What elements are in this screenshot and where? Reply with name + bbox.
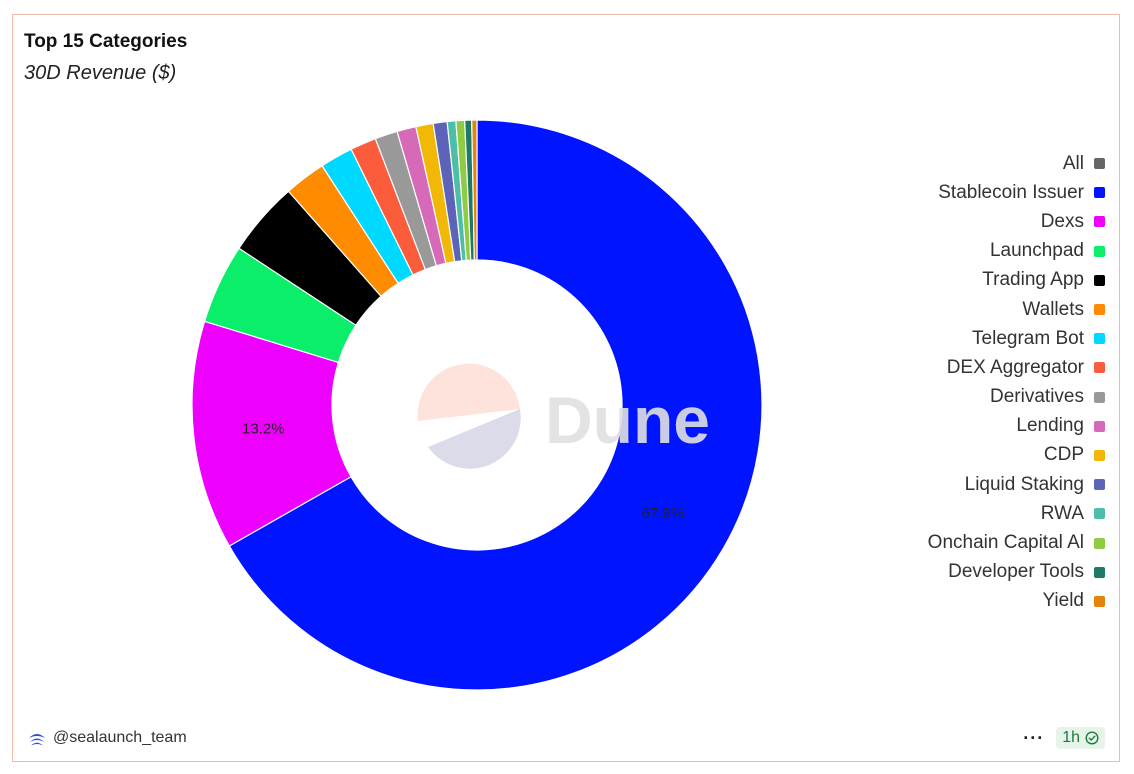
donut-slices bbox=[191, 119, 763, 691]
author-handle: @sealaunch_team bbox=[53, 729, 187, 746]
donut-chart: Dune 67.9% 13.2% bbox=[191, 119, 763, 691]
legend-label: Lending bbox=[1016, 415, 1084, 437]
chart-subtitle: 30D Revenue ($) bbox=[24, 62, 177, 84]
dune-logo-bottom bbox=[428, 409, 521, 469]
legend-item-derivatives[interactable]: Derivatives bbox=[805, 383, 1105, 412]
legend-label: Trading App bbox=[982, 269, 1084, 291]
legend-item-cdp[interactable]: CDP bbox=[805, 441, 1105, 470]
dune-logo-top bbox=[417, 363, 520, 421]
legend-label: Yield bbox=[1042, 590, 1084, 612]
legend-item-rwa[interactable]: RWA bbox=[805, 499, 1105, 528]
legend-swatch bbox=[1094, 479, 1105, 491]
slice-dexs[interactable] bbox=[191, 320, 352, 547]
author-credit[interactable]: @sealaunch_team bbox=[27, 729, 187, 747]
legend-swatch bbox=[1094, 333, 1105, 345]
legend-item-launchpad[interactable]: Launchpad bbox=[805, 237, 1105, 266]
slice-yield[interactable] bbox=[471, 119, 478, 261]
legend-label: Telegram Bot bbox=[972, 327, 1084, 349]
legend-swatch bbox=[1094, 158, 1105, 170]
slice-stablecoin-issuer[interactable] bbox=[228, 119, 763, 691]
legend-swatch bbox=[1094, 216, 1105, 228]
chart-legend: All Stablecoin Issuer Dexs Launchpad Trading… bbox=[805, 149, 1105, 616]
legend-item-developer-tools[interactable]: Developer Tools bbox=[805, 558, 1105, 587]
legend-swatch bbox=[1094, 508, 1105, 520]
refresh-badge[interactable]: 1h bbox=[1056, 727, 1105, 749]
legend-label: Stablecoin Issuer bbox=[938, 181, 1084, 203]
chart-card: Top 15 Categories 30D Revenue ($) Dune 67… bbox=[12, 14, 1120, 762]
legend-swatch bbox=[1094, 537, 1105, 549]
legend-label: Wallets bbox=[1022, 298, 1084, 320]
legend-item-all[interactable]: All bbox=[805, 149, 1105, 178]
legend-swatch bbox=[1094, 274, 1105, 286]
legend-label: Launchpad bbox=[989, 240, 1084, 262]
legend-label: RWA bbox=[1040, 502, 1084, 524]
legend-swatch bbox=[1094, 245, 1105, 257]
chart-title: Top 15 Categories bbox=[24, 31, 188, 52]
legend-label: DEX Aggregator bbox=[946, 356, 1084, 378]
legend-label: Developer Tools bbox=[948, 561, 1084, 583]
footer-actions: ··· 1h bbox=[1023, 727, 1105, 749]
check-circle-icon bbox=[1085, 731, 1099, 745]
legend-item-lending[interactable]: Lending bbox=[805, 412, 1105, 441]
legend-label: Dexs bbox=[1040, 210, 1084, 232]
legend-item-stablecoin-issuer[interactable]: Stablecoin Issuer bbox=[805, 178, 1105, 207]
legend-label: All bbox=[1062, 152, 1084, 174]
legend-swatch bbox=[1094, 391, 1105, 403]
legend-item-liquid-staking[interactable]: Liquid Staking bbox=[805, 470, 1105, 499]
data-label-stablecoin-issuer: 67.9% bbox=[642, 505, 685, 522]
dune-watermark: Dune bbox=[417, 363, 710, 469]
legend-item-onchain-capital-al[interactable]: Onchain Capital Al bbox=[805, 528, 1105, 557]
legend-item-dex-aggregator[interactable]: DEX Aggregator bbox=[805, 353, 1105, 382]
dune-watermark-text: Dune bbox=[545, 383, 710, 457]
legend-item-dexs[interactable]: Dexs bbox=[805, 207, 1105, 236]
legend-item-telegram-bot[interactable]: Telegram Bot bbox=[805, 324, 1105, 353]
legend-swatch bbox=[1094, 449, 1105, 461]
legend-swatch bbox=[1094, 362, 1105, 374]
legend-item-yield[interactable]: Yield bbox=[805, 587, 1105, 616]
legend-label: CDP bbox=[1043, 444, 1084, 466]
legend-item-wallets[interactable]: Wallets bbox=[805, 295, 1105, 324]
refresh-interval: 1h bbox=[1062, 729, 1080, 746]
legend-swatch bbox=[1094, 304, 1105, 316]
legend-label: Liquid Staking bbox=[964, 473, 1084, 495]
legend-label: Derivatives bbox=[990, 386, 1084, 408]
legend-swatch bbox=[1094, 420, 1105, 432]
legend-item-trading-app[interactable]: Trading App bbox=[805, 266, 1105, 295]
team-logo-icon bbox=[29, 734, 45, 746]
legend-swatch bbox=[1094, 187, 1105, 199]
legend-label: Onchain Capital Al bbox=[927, 532, 1084, 554]
more-horizontal-icon[interactable]: ··· bbox=[1023, 727, 1045, 748]
data-label-dexs: 13.2% bbox=[242, 421, 285, 438]
legend-swatch bbox=[1094, 566, 1105, 578]
legend-swatch bbox=[1094, 595, 1105, 607]
